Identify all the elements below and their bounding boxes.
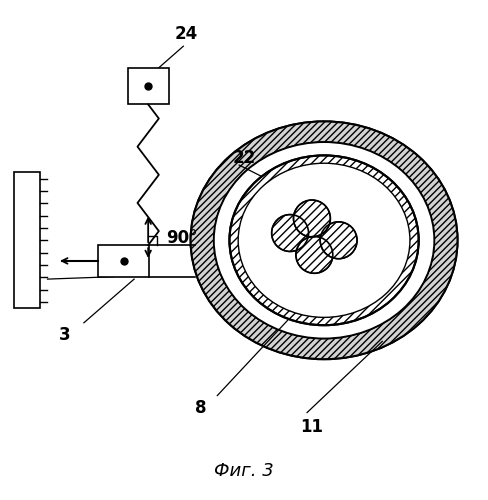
Ellipse shape: [214, 142, 434, 338]
Text: Фиг. 3: Фиг. 3: [214, 462, 274, 480]
Ellipse shape: [191, 122, 457, 359]
Text: 3: 3: [59, 326, 70, 344]
Circle shape: [320, 222, 357, 258]
Text: 90°: 90°: [166, 229, 198, 247]
Ellipse shape: [238, 163, 410, 318]
Text: 11: 11: [301, 418, 324, 436]
Circle shape: [296, 236, 333, 274]
Text: 22: 22: [232, 149, 256, 167]
Bar: [99, 245, 149, 276]
Text: 23: 23: [17, 278, 40, 295]
Circle shape: [272, 214, 308, 252]
Ellipse shape: [229, 156, 419, 325]
Bar: [127, 68, 169, 104]
Ellipse shape: [214, 142, 434, 338]
Text: 24: 24: [174, 25, 198, 43]
Text: 8: 8: [195, 398, 206, 416]
Bar: [14, 172, 40, 308]
Ellipse shape: [191, 122, 457, 359]
Circle shape: [293, 200, 330, 237]
